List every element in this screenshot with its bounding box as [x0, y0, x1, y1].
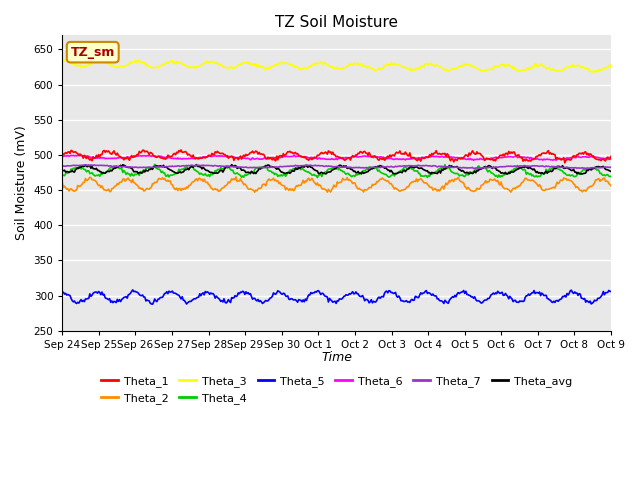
- Theta_7: [607, 164, 615, 170]
- Theta_4: [58, 172, 66, 178]
- Line: Theta_avg: Theta_avg: [62, 165, 611, 174]
- Line: Theta_4: Theta_4: [62, 164, 611, 178]
- Theta_3: [607, 63, 615, 69]
- Theta_5: [607, 288, 615, 294]
- Theta_avg: [356, 170, 364, 176]
- Theta_6: [320, 156, 328, 161]
- Theta_5: [358, 294, 365, 300]
- Theta_4: [314, 175, 321, 180]
- Theta_1: [320, 150, 328, 156]
- Line: Theta_1: Theta_1: [62, 150, 611, 163]
- Theta_avg: [502, 171, 510, 177]
- Theta_avg: [193, 162, 200, 168]
- Theta_4: [321, 169, 329, 175]
- Theta_7: [511, 163, 518, 169]
- Theta_6: [511, 154, 518, 160]
- Theta_6: [58, 154, 66, 159]
- Line: Theta_7: Theta_7: [62, 165, 611, 168]
- Theta_1: [607, 154, 615, 159]
- Theta_2: [607, 183, 615, 189]
- Theta_1: [509, 149, 517, 155]
- Theta_avg: [323, 169, 331, 175]
- Theta_3: [320, 60, 328, 66]
- Text: TZ_sm: TZ_sm: [70, 46, 115, 59]
- Theta_7: [386, 164, 394, 170]
- Theta_3: [596, 66, 604, 72]
- Theta_3: [96, 57, 104, 62]
- Theta_5: [129, 287, 136, 293]
- Theta_avg: [320, 170, 328, 176]
- Theta_4: [596, 170, 604, 176]
- Theta_4: [607, 173, 615, 179]
- Theta_4: [358, 169, 365, 175]
- Theta_1: [596, 157, 604, 163]
- Line: Theta_5: Theta_5: [62, 290, 611, 304]
- Theta_1: [58, 150, 66, 156]
- Theta_7: [470, 166, 477, 171]
- Theta_6: [470, 157, 477, 163]
- Line: Theta_3: Theta_3: [62, 60, 611, 72]
- Theta_5: [58, 289, 66, 295]
- Title: TZ Soil Moisture: TZ Soil Moisture: [275, 15, 398, 30]
- Theta_2: [321, 187, 329, 192]
- Theta_avg: [386, 169, 394, 175]
- Theta_2: [387, 180, 395, 186]
- Theta_5: [387, 290, 395, 296]
- Theta_2: [324, 187, 332, 192]
- Theta_7: [87, 162, 95, 168]
- Theta_5: [148, 301, 156, 307]
- Theta_2: [596, 179, 604, 184]
- Theta_4: [324, 166, 332, 172]
- Theta_7: [320, 164, 328, 169]
- Theta_5: [324, 299, 332, 305]
- Theta_4: [387, 173, 395, 179]
- Theta_5: [596, 295, 604, 300]
- Theta_1: [561, 160, 569, 166]
- Theta_7: [596, 165, 604, 171]
- Theta_3: [323, 62, 331, 68]
- Theta_avg: [58, 168, 66, 174]
- Theta_3: [589, 70, 597, 75]
- Theta_2: [511, 185, 518, 191]
- Theta_1: [356, 149, 364, 155]
- Theta_2: [232, 174, 240, 180]
- Theta_avg: [511, 168, 518, 174]
- Line: Theta_6: Theta_6: [62, 155, 611, 160]
- Theta_4: [151, 161, 159, 167]
- Theta_5: [321, 293, 329, 299]
- Theta_5: [511, 298, 518, 303]
- Theta_6: [386, 156, 394, 162]
- Theta_avg: [596, 164, 604, 170]
- Theta_1: [386, 152, 394, 158]
- Theta_2: [358, 187, 365, 193]
- Theta_4: [511, 166, 518, 171]
- Theta_3: [386, 63, 394, 69]
- Theta_2: [58, 180, 66, 186]
- Theta_3: [356, 61, 364, 67]
- Legend: Theta_1, Theta_2, Theta_3, Theta_4, Theta_5, Theta_6, Theta_7, Theta_avg: Theta_1, Theta_2, Theta_3, Theta_4, Thet…: [97, 372, 577, 408]
- Theta_6: [291, 152, 298, 158]
- Theta_2: [251, 189, 259, 195]
- Theta_avg: [607, 168, 615, 174]
- Theta_3: [58, 57, 66, 63]
- Theta_7: [323, 164, 331, 169]
- Theta_7: [58, 163, 66, 168]
- Line: Theta_2: Theta_2: [62, 177, 611, 192]
- Theta_6: [323, 156, 331, 162]
- Theta_6: [607, 156, 615, 162]
- Theta_6: [596, 155, 604, 161]
- Y-axis label: Soil Moisture (mV): Soil Moisture (mV): [15, 126, 28, 240]
- Theta_1: [323, 151, 331, 157]
- Theta_7: [356, 165, 364, 171]
- Theta_3: [509, 63, 517, 69]
- Theta_1: [177, 147, 185, 153]
- Theta_6: [356, 154, 364, 159]
- X-axis label: Time: Time: [321, 351, 352, 364]
